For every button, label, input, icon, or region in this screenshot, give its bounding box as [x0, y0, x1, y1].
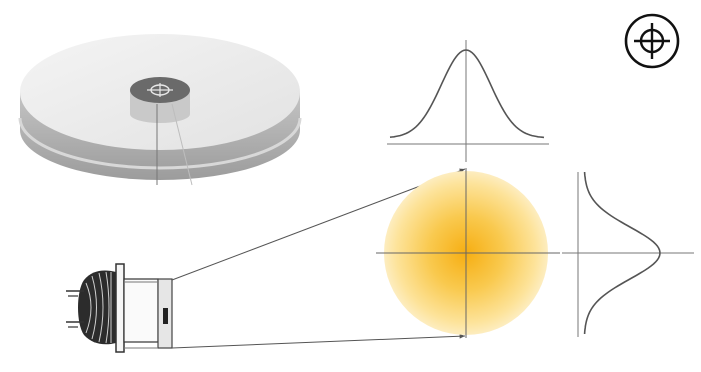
vertical-gaussian-profile [562, 171, 694, 337]
horizontal-gaussian-profile [387, 40, 549, 162]
crosshair-target-icon [624, 13, 680, 69]
disc-crosshair-icon [147, 83, 173, 97]
led-emitter [66, 263, 173, 353]
disc-target [18, 34, 302, 186]
beam-lines [171, 168, 466, 349]
spot-axes [376, 168, 560, 338]
